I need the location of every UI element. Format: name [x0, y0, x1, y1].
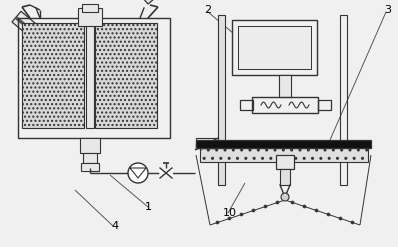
Bar [83, 153, 97, 163]
Bar [196, 138, 218, 143]
Bar [95, 23, 157, 128]
Text: 1: 1 [144, 202, 152, 212]
Circle shape [276, 201, 279, 204]
Bar [18, 18, 170, 138]
Circle shape [315, 209, 318, 212]
FancyBboxPatch shape [143, 0, 167, 1]
Circle shape [128, 163, 148, 183]
Circle shape [216, 221, 219, 224]
Bar [80, 138, 100, 153]
Bar [81, 163, 99, 171]
Bar [280, 169, 290, 185]
Bar [196, 140, 371, 148]
Bar [218, 15, 225, 185]
Circle shape [240, 213, 243, 216]
Polygon shape [160, 168, 166, 178]
Bar [86, 23, 94, 128]
Circle shape [281, 193, 289, 201]
Bar [82, 4, 98, 12]
Bar [340, 15, 347, 185]
Text: 4: 4 [111, 221, 119, 231]
Circle shape [252, 209, 255, 212]
Circle shape [339, 217, 342, 220]
FancyBboxPatch shape [15, 16, 38, 37]
Bar [252, 97, 318, 113]
Bar [22, 23, 84, 128]
Bar [196, 143, 202, 148]
Circle shape [291, 201, 294, 204]
Circle shape [303, 205, 306, 208]
Bar [279, 75, 291, 97]
Polygon shape [166, 168, 172, 178]
Bar [318, 100, 331, 110]
Circle shape [327, 213, 330, 216]
Bar [78, 8, 102, 26]
Bar [238, 26, 311, 69]
Text: 10: 10 [223, 208, 237, 218]
Text: 3: 3 [384, 5, 392, 15]
FancyBboxPatch shape [12, 11, 43, 40]
Text: 2: 2 [205, 5, 212, 15]
Circle shape [264, 205, 267, 208]
Bar [240, 100, 253, 110]
Bar [200, 148, 368, 162]
FancyBboxPatch shape [139, 0, 170, 4]
Circle shape [351, 221, 354, 224]
Circle shape [228, 217, 231, 220]
Bar [276, 155, 294, 169]
Bar [232, 20, 317, 75]
